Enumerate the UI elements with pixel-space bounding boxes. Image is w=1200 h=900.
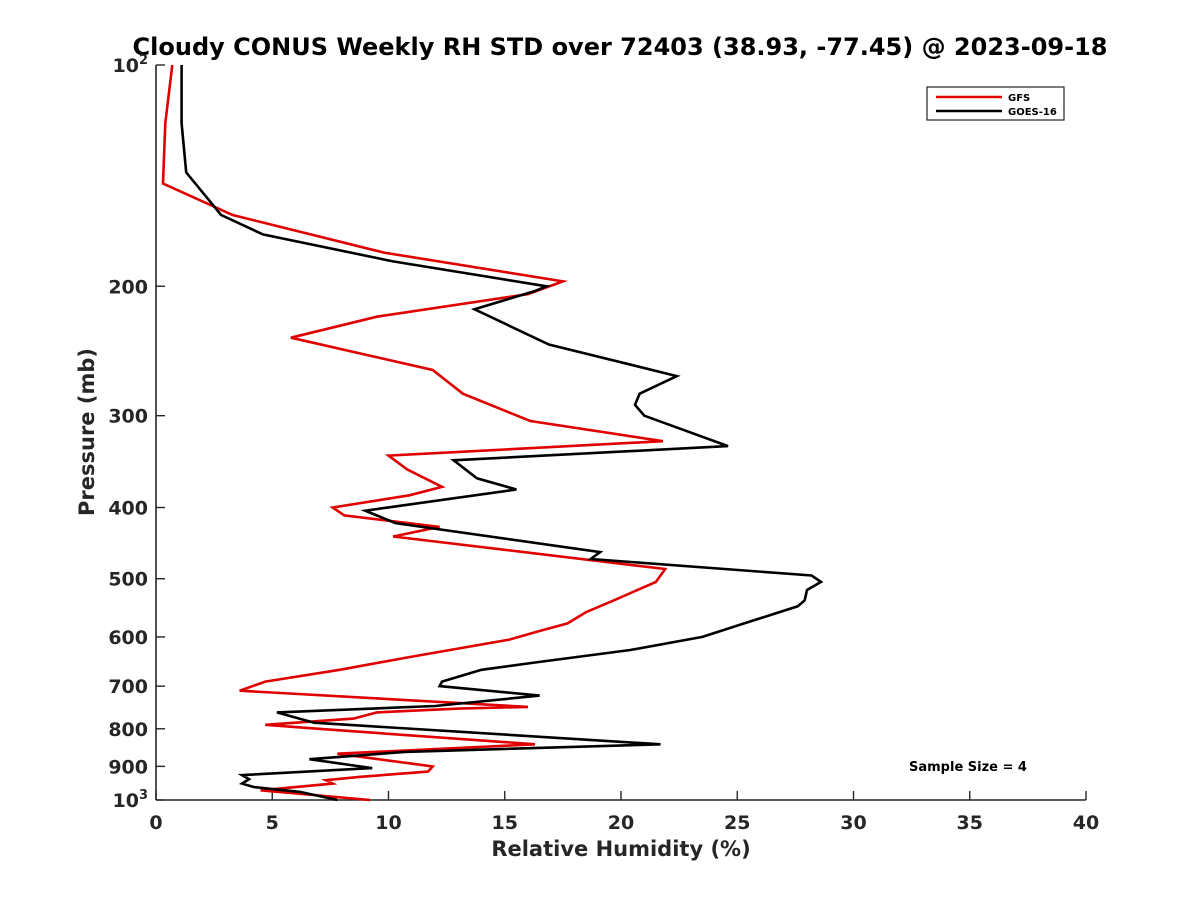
y-tick-label: 800 <box>108 719 148 741</box>
legend-box <box>926 86 1065 121</box>
y-axis-ticks: 102 200 300 400 500 600 700 800 900 103 <box>108 53 165 812</box>
sample-size-annotation: Sample Size = 4 <box>909 760 1027 775</box>
x-tick-label: 20 <box>608 812 634 834</box>
x-tick-label: 40 <box>1073 812 1099 834</box>
plot-area <box>155 65 1086 801</box>
y-tick-label: 700 <box>108 676 148 698</box>
y-axis-label: Pressure (mb) <box>75 348 99 516</box>
legend: GFS GOES-16 <box>926 86 1065 121</box>
x-tick-label: 10 <box>375 812 401 834</box>
legend-label-goes16: GOES-16 <box>1008 107 1057 118</box>
y-tick-label: 200 <box>108 276 148 298</box>
chart-title: Cloudy CONUS Weekly RH STD over 72403 (3… <box>133 33 1108 61</box>
x-tick-label: 25 <box>724 812 750 834</box>
series-lines <box>161 64 824 802</box>
y-tick-label: 900 <box>108 756 148 778</box>
y-tick-label: 300 <box>108 406 148 428</box>
y-tick-label: 500 <box>108 569 148 591</box>
x-tick-label: 35 <box>957 812 983 834</box>
y-tick-label: 102 <box>113 53 149 77</box>
series-line-goes16 <box>180 65 824 802</box>
x-tick-label: 5 <box>266 812 279 834</box>
legend-label-gfs: GFS <box>1008 93 1030 104</box>
x-axis-ticks: 0 5 10 15 20 25 30 35 40 <box>149 791 1099 834</box>
x-tick-label: 30 <box>840 812 866 834</box>
x-tick-label: 15 <box>492 812 518 834</box>
x-axis-label: Relative Humidity (%) <box>491 837 750 861</box>
y-tick-label: 600 <box>108 627 148 649</box>
series-line-gfs <box>161 64 668 802</box>
y-tick-label: 400 <box>108 498 148 520</box>
x-tick-label: 0 <box>149 812 162 834</box>
y-tick-label: 103 <box>113 788 149 812</box>
